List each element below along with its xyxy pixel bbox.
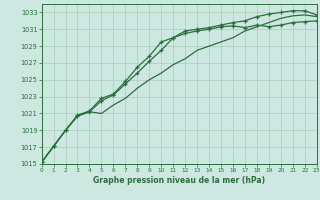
X-axis label: Graphe pression niveau de la mer (hPa): Graphe pression niveau de la mer (hPa) [93, 176, 265, 185]
